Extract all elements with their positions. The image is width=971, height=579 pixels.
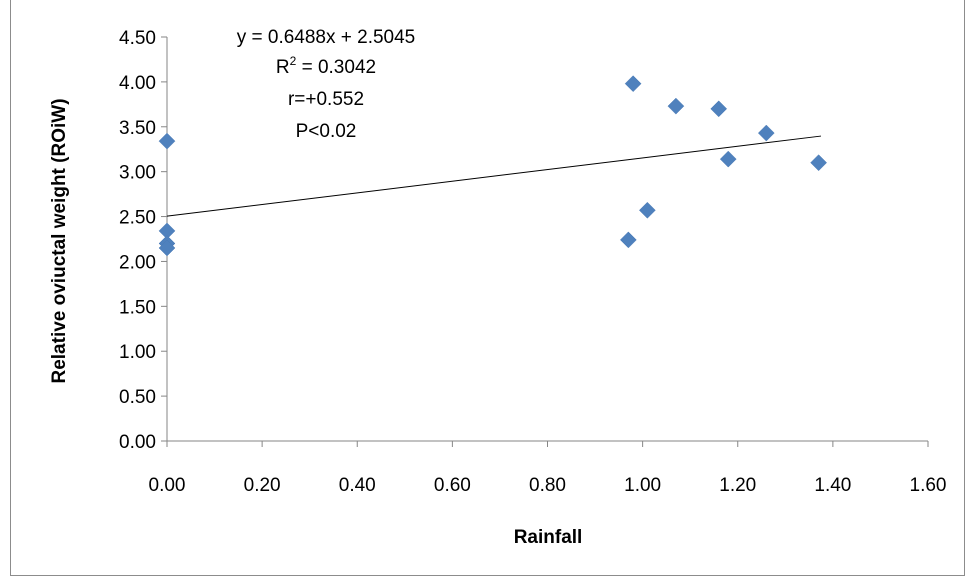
x-tick-label: 0.60 [434, 475, 471, 496]
r-squared-prefix: R [276, 57, 290, 78]
data-point [810, 154, 827, 172]
data-point [667, 97, 685, 115]
r-squared-value: = 0.3042 [296, 57, 376, 78]
x-tick-label: 1.20 [719, 475, 756, 496]
y-tick-label: 0.00 [119, 432, 156, 453]
chart-frame [10, 0, 965, 576]
trendline-annotation: y = 0.6488x + 2.5045 R2 = 0.3042 r=+0.55… [237, 27, 416, 142]
p-value-text: P<0.02 [296, 121, 357, 142]
y-tick-label: 1.50 [119, 297, 156, 318]
data-point [639, 201, 656, 219]
trendline [166, 135, 822, 217]
y-tick-label: 2.00 [119, 252, 156, 273]
data-point [757, 124, 775, 142]
data-point [158, 132, 176, 150]
data-point [624, 75, 642, 93]
x-tick-label: 0.80 [529, 475, 566, 496]
data-point [719, 150, 737, 168]
y-ticks: 0.00 0.50 1.00 1.50 2.00 2.50 3.00 3.50 4.00 4.50 [119, 28, 167, 453]
axes [166, 37, 928, 442]
data-point [620, 231, 637, 249]
x-tick-label: 1.40 [814, 475, 851, 496]
data-points [158, 75, 827, 257]
x-tick-label: 0.40 [339, 475, 376, 496]
x-tick-label: 1.60 [910, 475, 947, 496]
y-tick-label: 4.50 [119, 28, 156, 49]
y-tick-label: 1.00 [119, 342, 156, 363]
y-tick-label: 4.00 [119, 73, 156, 94]
y-axis-title: Relative oviuctal weight (ROiW) [49, 98, 70, 383]
y-tick-label: 2.50 [119, 208, 156, 229]
y-tick-label: 0.50 [119, 387, 156, 408]
r-value-text: r=+0.552 [288, 89, 364, 110]
y-tick-label: 3.00 [119, 163, 156, 184]
equation-text: y = 0.6488x + 2.5045 [237, 27, 416, 48]
y-tick-label: 3.50 [119, 118, 156, 139]
data-point [158, 239, 176, 257]
x-tick-label: 0.00 [149, 475, 186, 496]
r-squared-superscript: 2 [290, 54, 297, 68]
x-axis-title: Rainfall [514, 527, 583, 548]
data-point [710, 100, 728, 118]
r-squared-text: R2 = 0.3042 [276, 54, 376, 78]
x-tick-label: 0.20 [244, 475, 281, 496]
x-tick-label: 1.00 [624, 475, 661, 496]
x-ticks: 0.00 0.20 0.40 0.60 0.80 1.00 1.20 1.40 1.60 [149, 441, 947, 496]
